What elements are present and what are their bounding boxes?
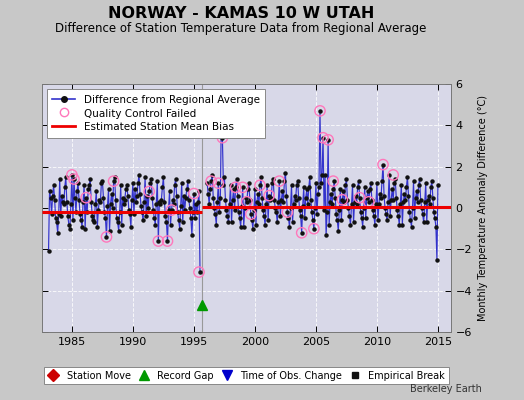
Point bbox=[298, 230, 306, 236]
Point bbox=[145, 188, 154, 195]
Point bbox=[256, 182, 264, 188]
Point bbox=[102, 234, 111, 240]
Point bbox=[195, 269, 203, 275]
Point bbox=[190, 190, 198, 197]
Point bbox=[324, 137, 332, 143]
Point bbox=[110, 178, 118, 184]
Point bbox=[319, 134, 328, 141]
Text: Berkeley Earth: Berkeley Earth bbox=[410, 384, 482, 394]
Point bbox=[214, 180, 223, 186]
Point bbox=[355, 194, 364, 201]
Legend: Station Move, Record Gap, Time of Obs. Change, Empirical Break: Station Move, Record Gap, Time of Obs. C… bbox=[43, 367, 449, 384]
Y-axis label: Monthly Temperature Anomaly Difference (°C): Monthly Temperature Anomaly Difference (… bbox=[477, 95, 487, 321]
Point bbox=[154, 238, 162, 244]
Point bbox=[365, 199, 373, 205]
Point bbox=[238, 184, 247, 190]
Point bbox=[82, 194, 90, 201]
Point bbox=[247, 211, 255, 218]
Point bbox=[243, 199, 251, 205]
Point bbox=[329, 178, 337, 184]
Point bbox=[379, 161, 387, 168]
Text: Difference of Station Temperature Data from Regional Average: Difference of Station Temperature Data f… bbox=[56, 22, 427, 35]
Point bbox=[275, 178, 283, 184]
Point bbox=[389, 172, 397, 178]
Point bbox=[265, 192, 274, 199]
Point bbox=[283, 209, 292, 215]
Point bbox=[163, 238, 172, 244]
Point bbox=[70, 176, 78, 182]
Point bbox=[310, 226, 318, 232]
Point bbox=[232, 184, 240, 190]
Point bbox=[167, 207, 176, 213]
Text: NORWAY - KAMAS 10 W UTAH: NORWAY - KAMAS 10 W UTAH bbox=[108, 6, 374, 21]
Point bbox=[338, 196, 346, 203]
Point bbox=[316, 108, 324, 114]
Point bbox=[218, 134, 226, 141]
Point bbox=[207, 178, 215, 184]
Point bbox=[217, 110, 225, 116]
Point bbox=[68, 172, 76, 178]
